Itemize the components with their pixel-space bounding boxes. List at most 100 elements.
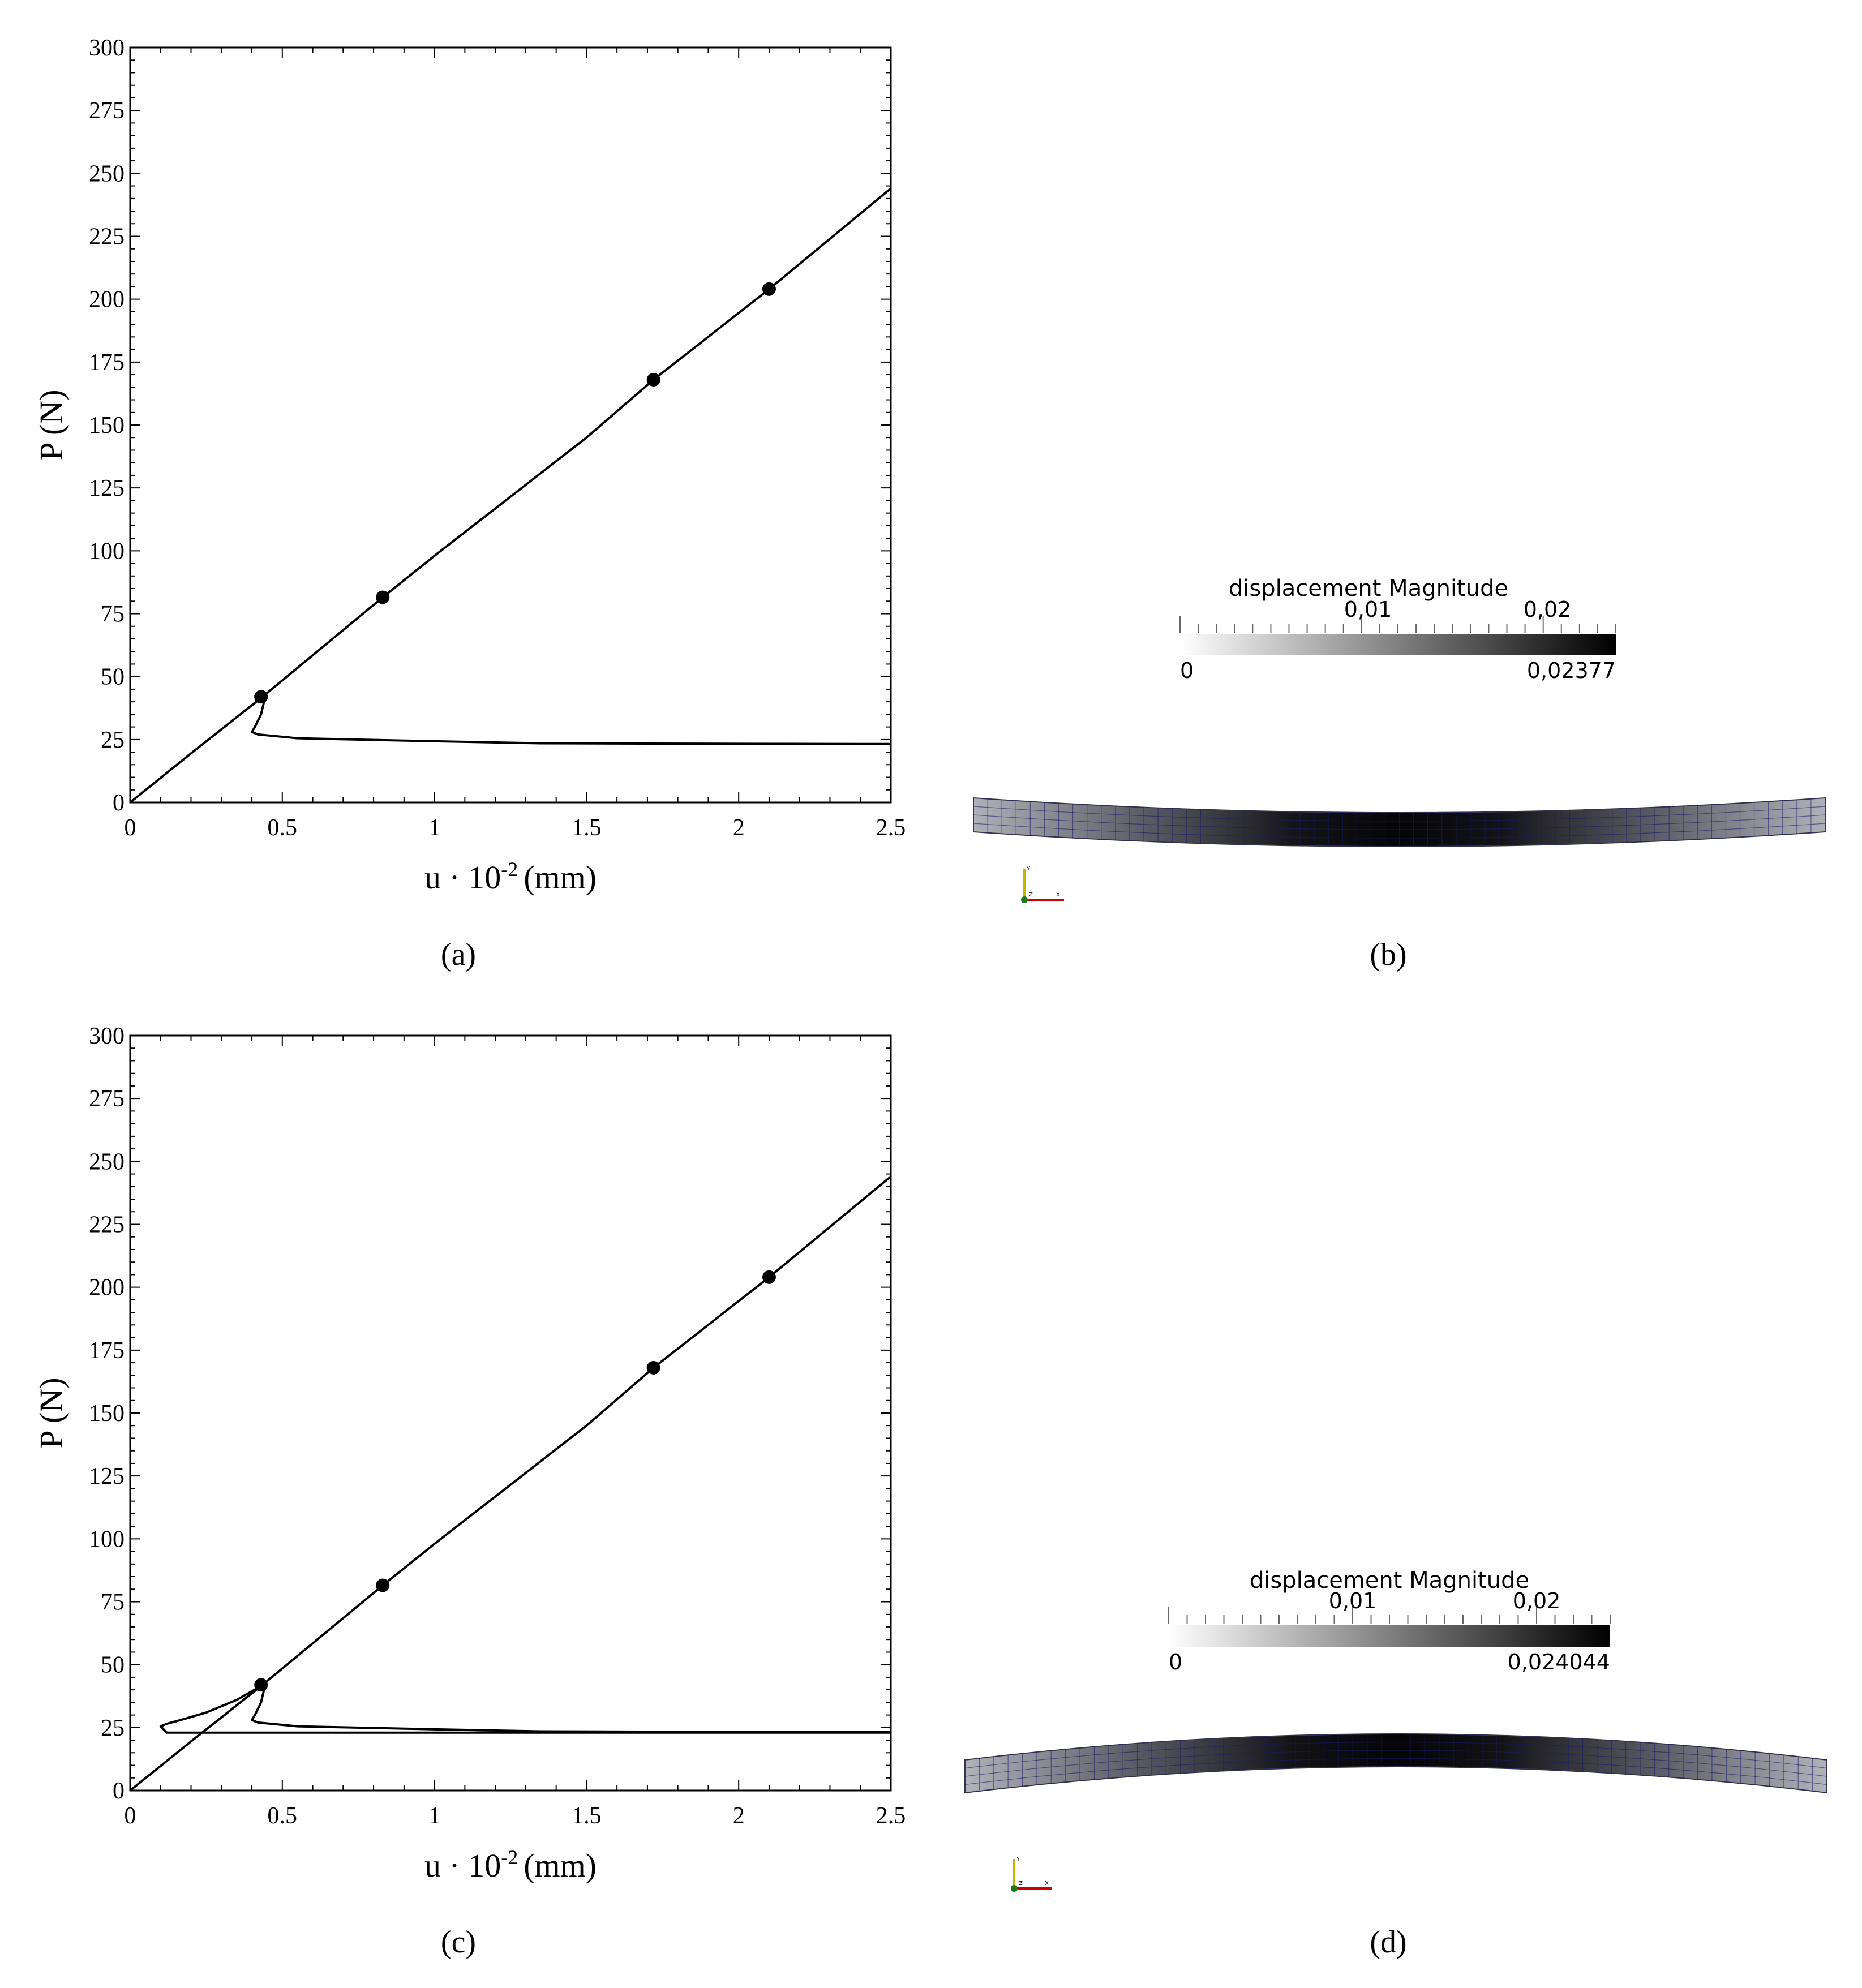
x-tick-label: 2	[733, 815, 745, 841]
triad-x-label: X	[1056, 892, 1060, 898]
y-tick-label: 25	[101, 1715, 125, 1741]
y-tick-label: 0	[113, 790, 125, 816]
data-point-marker	[646, 372, 660, 387]
colorbar-min-label: 0	[1169, 1650, 1182, 1674]
chart-a: 0 25 50 75 100 125 150 175 200 225 250 275 300 0 0.5 1…	[33, 35, 906, 896]
x-tick-labels: 0 0.5 1 1.5 2 2.5	[125, 1803, 906, 1829]
x-axis-label-exponent: -2	[501, 1846, 518, 1869]
y-tick-label: 0	[113, 1778, 125, 1804]
colorbar-max-label: 0,02377	[1527, 658, 1616, 683]
orientation-triad: Y Z X	[1021, 866, 1064, 903]
panel-b: displacement Magnitude 0,01 0,02 0 0,023…	[973, 576, 1826, 903]
colorbar-tick-label-2: 0,02	[1524, 597, 1572, 622]
x-axis-label-unit: (mm)	[524, 859, 597, 896]
colorbar-ticks	[1168, 1607, 1611, 1624]
triad-x-label: X	[1045, 1880, 1049, 1887]
y-tick-labels: 0 25 50 75 100 125 150 175 200 225 250 275 300	[89, 1023, 125, 1804]
x-axis-label-dot: ·	[441, 859, 468, 896]
colorbar-tick-label-1: 0,01	[1329, 1588, 1377, 1613]
colorbar-max-label: 0,024044	[1508, 1650, 1610, 1674]
series-line-1	[129, 1685, 891, 1792]
orientation-triad: Y Z X	[1011, 1856, 1052, 1892]
colorbar-title: displacement Magnitude	[1250, 1568, 1529, 1594]
x-axis-label-exponent: -2	[501, 858, 518, 881]
y-tick-label: 200	[89, 1275, 125, 1301]
beam-mesh	[964, 1733, 1827, 1793]
x-tick-label: 1.5	[572, 1803, 602, 1829]
x-axis-label-var: u	[424, 1847, 441, 1884]
y-axis-label: P (N)	[33, 1377, 70, 1448]
y-tick-label: 75	[101, 1590, 125, 1616]
axis-ticks	[130, 47, 891, 803]
y-tick-label: 100	[89, 538, 125, 564]
plot-frame	[129, 46, 892, 804]
y-tick-label: 150	[89, 413, 125, 439]
series-lines	[129, 187, 892, 804]
x-axis-label-var: u	[424, 859, 441, 896]
x-tick-label: 2.5	[876, 1803, 906, 1829]
y-tick-label: 300	[89, 1023, 125, 1049]
x-tick-label: 2	[733, 1803, 745, 1829]
triad-z-label: Z	[1019, 1880, 1023, 1887]
series-line-2	[260, 187, 892, 699]
data-point-marker	[762, 1270, 776, 1284]
x-tick-label: 1	[428, 815, 440, 841]
x-axis-label-base: 10	[468, 859, 501, 896]
x-axis-label-base: 10	[468, 1847, 501, 1884]
data-point-marker	[762, 282, 776, 296]
x-axis-label: u · 10-2 (mm)	[424, 1846, 597, 1884]
x-tick-label: 2.5	[876, 815, 906, 841]
colorbar-ticks	[1179, 616, 1616, 633]
data-point-marker	[646, 1360, 660, 1375]
panel-label-a: (a)	[441, 937, 476, 972]
y-tick-label: 150	[89, 1401, 125, 1427]
series-line-3	[159, 1685, 891, 1734]
colorbar-tick-label-1: 0,01	[1344, 597, 1392, 622]
triad-y-label: Y	[1016, 1856, 1020, 1862]
colorbar-min-label: 0	[1180, 658, 1194, 683]
y-tick-label: 125	[89, 475, 125, 501]
colorbar-title: displacement Magnitude	[1229, 576, 1508, 602]
colorbar	[1169, 1625, 1610, 1647]
y-tick-label: 225	[89, 224, 125, 250]
x-tick-label: 1.5	[572, 815, 602, 841]
colorbar-tick-label-2: 0,02	[1513, 1588, 1561, 1613]
x-tick-label: 0	[125, 1803, 136, 1829]
data-point-marker	[376, 1578, 390, 1592]
x-axis-label: u · 10-2 (mm)	[424, 858, 597, 896]
axis-ticks	[130, 1035, 891, 1791]
data-markers	[254, 282, 776, 704]
triad-y-label: Y	[1026, 866, 1031, 872]
y-tick-label: 300	[89, 35, 125, 61]
triad-z-label: Z	[1029, 892, 1033, 898]
y-tick-label: 200	[89, 287, 125, 313]
series-line-2	[260, 1175, 892, 1688]
x-tick-label: 0	[125, 815, 136, 841]
y-tick-label: 25	[101, 727, 125, 753]
data-point-marker	[254, 690, 268, 704]
panel-d: displacement Magnitude 0,01 0,02 0 0,024…	[964, 1568, 1827, 1892]
x-axis-label-unit: (mm)	[524, 1847, 597, 1884]
panel-label-d: (d)	[1370, 1925, 1406, 1960]
y-tick-label: 100	[89, 1526, 125, 1552]
y-tick-label: 275	[89, 98, 125, 124]
y-tick-labels: 0 25 50 75 100 125 150 175 200 225 250 275 300	[89, 35, 125, 816]
chart-c: 0 25 50 75 100 125 150 175 200 225 250 275 300 0 0.5 1…	[33, 1023, 906, 1884]
series-lines	[129, 1175, 892, 1792]
x-tick-label: 1	[428, 1803, 440, 1829]
y-tick-label: 50	[101, 664, 125, 690]
y-tick-label: 75	[101, 602, 125, 628]
y-tick-label: 125	[89, 1463, 125, 1489]
data-point-marker	[254, 1678, 268, 1692]
series-line-1	[129, 697, 891, 804]
x-axis-label-dot: ·	[441, 1847, 468, 1884]
y-tick-label: 175	[89, 350, 125, 376]
plot-frame	[129, 1034, 892, 1792]
x-tick-label: 0.5	[268, 815, 298, 841]
data-markers	[254, 1270, 776, 1692]
y-tick-label: 225	[89, 1212, 125, 1238]
x-tick-labels: 0 0.5 1 1.5 2 2.5	[125, 815, 906, 841]
data-point-marker	[376, 590, 390, 604]
y-axis-label: P (N)	[33, 389, 70, 460]
x-tick-label: 0.5	[268, 1803, 298, 1829]
